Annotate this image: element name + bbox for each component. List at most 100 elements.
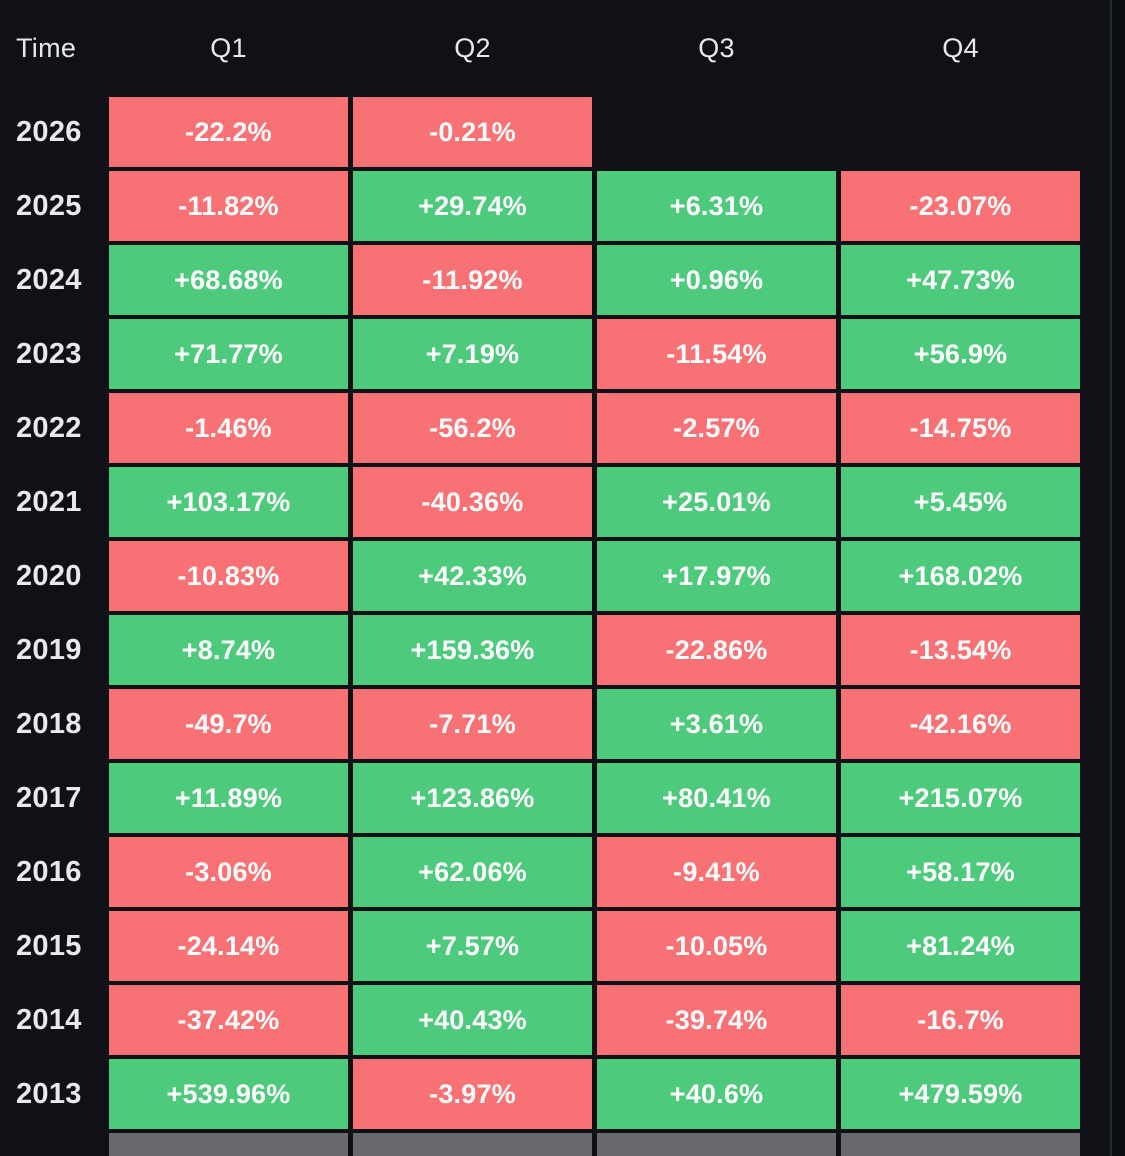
year-label: 2014: [16, 1003, 82, 1036]
return-cell: -56.2%: [353, 393, 592, 463]
return-cell: -14.75%: [841, 393, 1080, 463]
year-label: 2020: [16, 559, 82, 592]
return-cell: [109, 1133, 348, 1156]
return-cell: +56.9%: [841, 319, 1080, 389]
return-cell: +58.17%: [841, 837, 1080, 907]
table-row: 2018 -49.7% -7.71% +3.61% -42.16%: [0, 689, 1125, 759]
return-cell: -16.7%: [841, 985, 1080, 1055]
year-label: [0, 1133, 109, 1156]
return-cell: +62.06%: [353, 837, 592, 907]
return-cell: -42.16%: [841, 689, 1080, 759]
table-row: 2023 +71.77% +7.19% -11.54% +56.9%: [0, 319, 1125, 389]
table-row: 2021 +103.17% -40.36% +25.01% +5.45%: [0, 467, 1125, 537]
return-cell: +40.6%: [597, 1059, 836, 1129]
table-row: 2026 -22.2% -0.21%: [0, 97, 1125, 167]
return-cell: -9.41%: [597, 837, 836, 907]
return-cell: -7.71%: [353, 689, 592, 759]
return-cell: +539.96%: [109, 1059, 348, 1129]
return-cell: +47.73%: [841, 245, 1080, 315]
return-cell: [353, 1133, 592, 1156]
right-edge-strip: [1112, 0, 1125, 1156]
return-cell: +103.17%: [109, 467, 348, 537]
table-row: 2020 -10.83% +42.33% +17.97% +168.02%: [0, 541, 1125, 611]
return-cell: -10.05%: [597, 911, 836, 981]
return-cell: -3.06%: [109, 837, 348, 907]
return-cell: +68.68%: [109, 245, 348, 315]
return-cell: -23.07%: [841, 171, 1080, 241]
return-cell: -22.86%: [597, 615, 836, 685]
column-header-q2: Q2: [454, 33, 491, 63]
return-cell: +6.31%: [597, 171, 836, 241]
table-body: 2026 -22.2% -0.21% 2025 -11.82% +29.74% +6.31%…: [0, 97, 1125, 1156]
return-cell: -10.83%: [109, 541, 348, 611]
return-cell: [597, 1133, 836, 1156]
table-row: 2015 -24.14% +7.57% -10.05% +81.24%: [0, 911, 1125, 981]
year-label: 2018: [16, 707, 82, 740]
column-header-time: Time: [16, 33, 77, 63]
return-cell: +71.77%: [109, 319, 348, 389]
return-cell: +0.96%: [597, 245, 836, 315]
year-label: 2024: [16, 263, 82, 296]
return-cell: [841, 1133, 1080, 1156]
empty-cell: [597, 97, 836, 167]
table-header: Time Q1 Q2 Q3 Q4: [0, 0, 1125, 97]
return-cell: +81.24%: [841, 911, 1080, 981]
return-cell: +25.01%: [597, 467, 836, 537]
year-label: 2021: [16, 485, 82, 518]
return-cell: -11.82%: [109, 171, 348, 241]
table-row: 2017 +11.89% +123.86% +80.41% +215.07%: [0, 763, 1125, 833]
table-row: 2022 -1.46% -56.2% -2.57% -14.75%: [0, 393, 1125, 463]
return-cell: -40.36%: [353, 467, 592, 537]
return-cell: +8.74%: [109, 615, 348, 685]
return-cell: -22.2%: [109, 97, 348, 167]
right-divider-line: [1110, 0, 1112, 1156]
table-row: 2013 +539.96% -3.97% +40.6% +479.59%: [0, 1059, 1125, 1129]
column-header-q3: Q3: [698, 33, 735, 63]
return-cell: +11.89%: [109, 763, 348, 833]
return-cell: -49.7%: [109, 689, 348, 759]
table-row: 2014 -37.42% +40.43% -39.74% -16.7%: [0, 985, 1125, 1055]
return-cell: +40.43%: [353, 985, 592, 1055]
year-label: 2026: [16, 115, 82, 148]
year-label: 2019: [16, 633, 82, 666]
year-label: 2013: [16, 1077, 82, 1110]
year-label: 2025: [16, 189, 82, 222]
column-header-q4: Q4: [942, 33, 979, 63]
year-label: 2023: [16, 337, 82, 370]
year-label: 2016: [16, 855, 82, 888]
return-cell: +159.36%: [353, 615, 592, 685]
year-label: 2022: [16, 411, 82, 444]
column-header-q1: Q1: [210, 33, 247, 63]
return-cell: -11.92%: [353, 245, 592, 315]
table-row: 2025 -11.82% +29.74% +6.31% -23.07%: [0, 171, 1125, 241]
return-cell: -1.46%: [109, 393, 348, 463]
return-cell: +123.86%: [353, 763, 592, 833]
return-cell: +17.97%: [597, 541, 836, 611]
return-cell: +3.61%: [597, 689, 836, 759]
return-cell: -3.97%: [353, 1059, 592, 1129]
table-row: 2019 +8.74% +159.36% -22.86% -13.54%: [0, 615, 1125, 685]
return-cell: +5.45%: [841, 467, 1080, 537]
year-label: 2017: [16, 781, 82, 814]
return-cell: +215.07%: [841, 763, 1080, 833]
return-cell: -13.54%: [841, 615, 1080, 685]
empty-cell: [841, 97, 1080, 167]
return-cell: -0.21%: [353, 97, 592, 167]
return-cell: +7.57%: [353, 911, 592, 981]
return-cell: +42.33%: [353, 541, 592, 611]
year-label: 2015: [16, 929, 82, 962]
return-cell: -39.74%: [597, 985, 836, 1055]
return-cell: -24.14%: [109, 911, 348, 981]
return-cell: -37.42%: [109, 985, 348, 1055]
return-cell: +479.59%: [841, 1059, 1080, 1129]
return-cell: -11.54%: [597, 319, 836, 389]
return-cell: +7.19%: [353, 319, 592, 389]
return-cell: +29.74%: [353, 171, 592, 241]
return-cell: +168.02%: [841, 541, 1080, 611]
table-row: 2024 +68.68% -11.92% +0.96% +47.73%: [0, 245, 1125, 315]
return-cell: -2.57%: [597, 393, 836, 463]
table-row: 2016 -3.06% +62.06% -9.41% +58.17%: [0, 837, 1125, 907]
table-row: [0, 1133, 1125, 1156]
return-cell: +80.41%: [597, 763, 836, 833]
